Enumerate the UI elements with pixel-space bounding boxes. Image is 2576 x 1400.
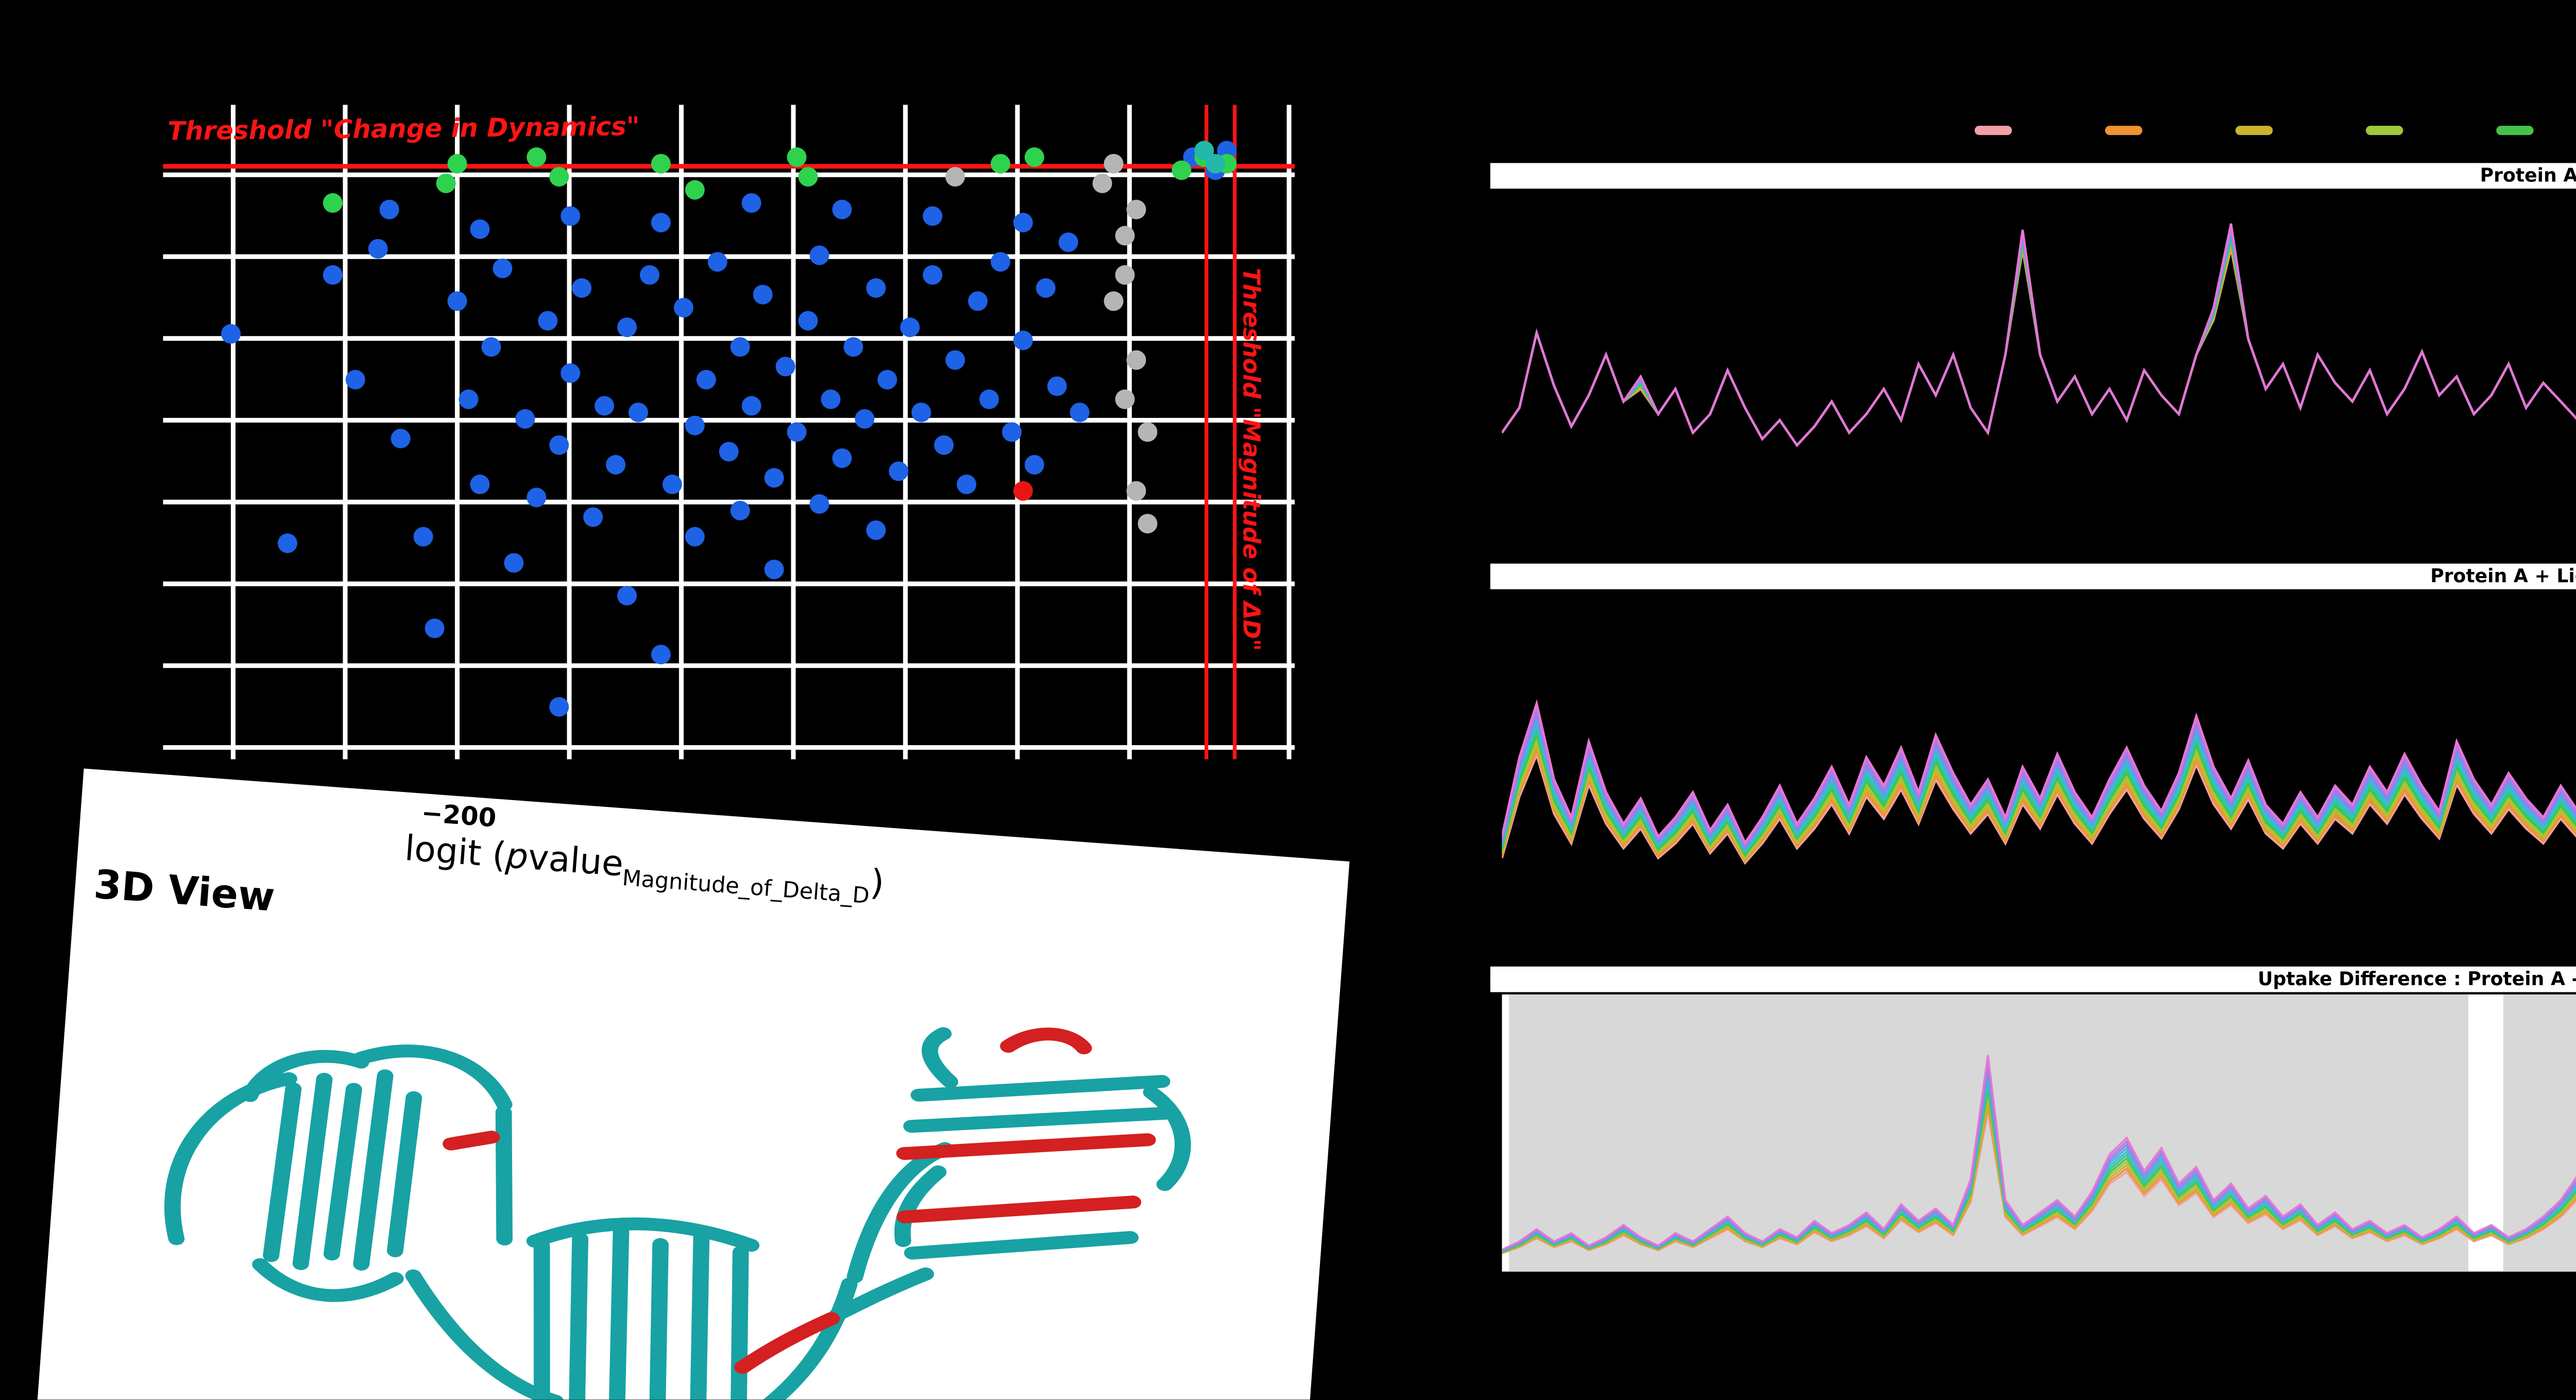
legend-swatch [2366,126,2403,134]
uptake-difference-panel [1502,994,2576,1272]
view3d-title: 3D View [92,863,277,923]
threshold-magnitude-label: Threshold "Magnitude of ΔD" [1236,267,1262,651]
x-axis-label-value: value [527,836,625,885]
panel-title-uptake-difference: Uptake Difference : Protein A - (Protein… [1490,966,2576,992]
legend-swatch [2235,126,2273,134]
protein-ribbon-3d [164,1027,1191,1400]
uptake-chart-protein-a-ligand [1502,699,2576,865]
uptake-chart-protein-a [1502,223,2576,447]
x-axis-label-close: ) [869,861,886,904]
panel-title-protein-a-ligand: Protein A + Ligand [1490,563,2576,589]
uptake-difference-chart [1502,1055,2576,1255]
view3d-panel: −200 logit (pvalueMagnitude_of_Delta_D) … [32,768,1350,1400]
x-axis-tick-label: −200 [420,798,498,834]
timepoint-legend [1974,126,2576,134]
x-axis-label-p: p [504,834,530,879]
x-axis-label-subscript: Magnitude_of_Delta_D [621,866,871,910]
volcano-plot: Threshold "Change in Dynamics" Threshold… [163,105,1295,760]
volcano-scatter-chart [163,105,1295,760]
x-axis-label-prefix: logit ( [403,827,508,877]
threshold-dynamics-label: Threshold "Change in Dynamics" [167,111,640,147]
legend-swatch [1974,126,2012,134]
legend-swatch [2496,126,2534,134]
panel-title-protein-a: Protein A [1490,163,2576,189]
x-axis-label: logit (pvalueMagnitude_of_Delta_D) [403,827,886,911]
legend-swatch [2105,126,2143,134]
